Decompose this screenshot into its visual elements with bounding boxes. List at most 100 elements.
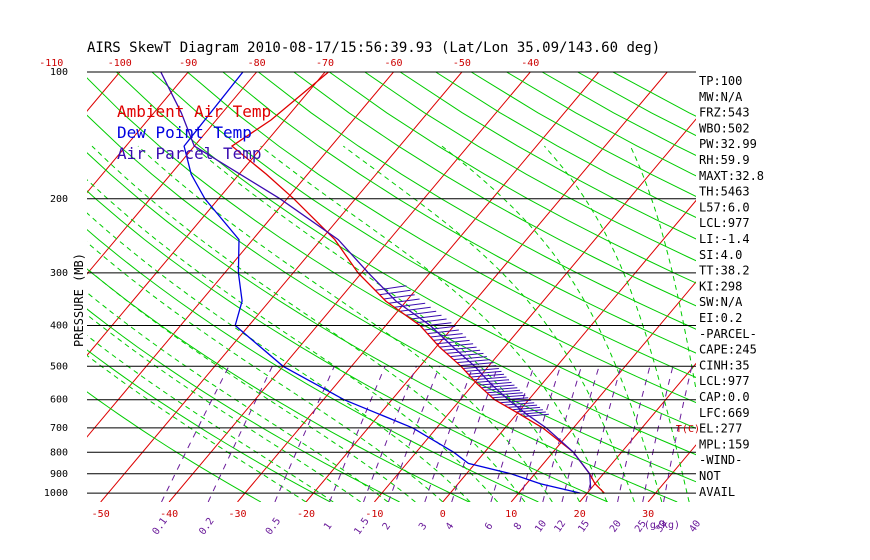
dry-adiabat-line <box>151 72 696 404</box>
index-item: SW:N/A <box>699 295 743 309</box>
top-temperature-axis: -120-110-100-90-80-70-60-50-40 <box>39 58 539 69</box>
cape-hatch-line <box>416 318 447 324</box>
cape-hatch-line <box>436 339 470 345</box>
isotherm-line <box>87 72 189 194</box>
cape-hatch-line <box>507 404 538 408</box>
top-temp-tick-label: -50 <box>453 58 471 69</box>
cape-hatch-line <box>410 314 442 320</box>
top-temp-tick-label: -100 <box>108 58 132 69</box>
index-item: EL:277 <box>699 422 742 436</box>
mixing-ratio-line <box>161 366 230 502</box>
y-axis-label: PRESSURE (MB) <box>72 253 86 347</box>
moist-adiabat-line <box>91 145 526 502</box>
isotherm-line <box>168 72 531 502</box>
pressure-tick-label: 300 <box>50 268 68 279</box>
mixing-ratio-label: 0.5 <box>264 516 283 537</box>
bottom-temp-tick-label: -20 <box>297 509 315 520</box>
pressure-axis: 100 200 300 400 500 600 700 800 900 1000 <box>44 67 68 499</box>
dry-adiabat-line <box>87 77 696 456</box>
top-temp-tick-label: -110 <box>39 58 63 69</box>
mixing-ratio-unit: (g/kg) <box>644 520 680 531</box>
index-item: MPL:159 <box>699 437 750 451</box>
dry-adiabat-line <box>293 72 696 307</box>
cape-hatch-line <box>405 310 437 316</box>
cape-hatch-line <box>443 346 477 351</box>
pressure-tick-label: 800 <box>50 447 68 458</box>
mixing-ratio-line <box>490 366 535 502</box>
index-item: PW:32.99 <box>699 137 757 151</box>
pressure-tick-label: 400 <box>50 321 68 332</box>
cape-hatch-line <box>499 399 532 404</box>
index-item: TT:38.2 <box>699 264 750 278</box>
cape-hatch-line <box>383 294 415 300</box>
dry-adiabat-line <box>329 72 696 284</box>
series-line-air-parcel-temp <box>160 72 592 489</box>
dry-adiabat-line <box>87 152 678 502</box>
cape-hatch-line <box>439 343 474 348</box>
pressure-tick-label: 1000 <box>44 488 68 499</box>
index-item: CAPE:245 <box>699 343 757 357</box>
index-item: WBO:502 <box>699 121 750 135</box>
mixing-ratio-line <box>207 366 273 502</box>
mixing-ratio-label: 8 <box>512 521 524 532</box>
cape-hatch-line <box>475 379 510 383</box>
cape-hatch-line <box>446 349 481 354</box>
cape-hatch-line <box>519 411 546 415</box>
index-item: -PARCEL- <box>699 327 757 341</box>
pressure-tick-label: 900 <box>50 469 68 480</box>
cape-hatch-line <box>468 370 502 375</box>
index-item: KI:298 <box>699 279 742 293</box>
cape-hatch-line <box>450 352 484 358</box>
index-item: TP:100 <box>699 74 742 88</box>
cape-hatch-line <box>465 368 499 372</box>
dry-adiabat-line <box>87 228 539 502</box>
dry-adiabat-line <box>364 72 696 262</box>
index-item: FRZ:543 <box>699 106 750 120</box>
dry-adiabat-line <box>506 72 696 177</box>
bottom-temp-tick-label: -10 <box>365 509 383 520</box>
index-item: LCL:977 <box>699 216 750 230</box>
cape-hatch-line <box>481 384 515 389</box>
index-item: MAXT:32.8 <box>699 169 764 183</box>
mixing-ratio-line <box>663 366 693 502</box>
cape-hatch-line <box>430 333 463 338</box>
mixing-ratio-line <box>451 366 499 502</box>
pressure-tick-label: 500 <box>50 361 68 372</box>
mixing-ratio-line <box>329 366 386 502</box>
dry-adiabat-line <box>258 72 696 330</box>
chart-title: AIRS SkewT Diagram 2010-08-17/15:56:39.9… <box>87 40 660 56</box>
index-item: SI:4.0 <box>699 248 742 262</box>
mixing-ratio-label: 2 <box>381 521 393 532</box>
mixing-ratio-line <box>585 366 622 502</box>
cape-hatch-line <box>503 402 535 406</box>
bottom-temp-tick-label: 20 <box>574 509 586 520</box>
cape-hatch-line <box>515 409 543 413</box>
mixing-ratio-label: 12 <box>552 518 568 534</box>
index-item: LCL:977 <box>699 374 750 388</box>
cape-hatch-line <box>492 394 526 399</box>
pressure-tick-label: 200 <box>50 194 68 205</box>
cape-hatch-line <box>523 413 549 417</box>
dry-adiabat-line <box>222 72 696 354</box>
cape-hatch-line <box>487 389 521 394</box>
index-item: L57:6.0 <box>699 200 750 214</box>
series-line-dew-point-temp <box>183 72 581 494</box>
mixing-ratio-label: 0.2 <box>197 516 216 537</box>
dry-adiabat-line <box>399 72 696 240</box>
index-item: CINH:35 <box>699 358 750 372</box>
legend-entry: Ambient Air Temp <box>117 102 271 121</box>
index-item: -WIND- <box>699 453 742 467</box>
cape-hatch-line <box>478 381 512 386</box>
isotherm-line <box>785 72 870 502</box>
index-item: LFC:669 <box>699 406 750 420</box>
isotherm-line <box>100 72 463 502</box>
top-temp-tick-label: -70 <box>316 58 334 69</box>
bottom-temp-tick-label: -30 <box>228 509 246 520</box>
isotherm-line <box>87 72 394 438</box>
mixing-ratio-line <box>363 366 417 502</box>
cape-hatch-line <box>484 387 518 391</box>
mixing-ratio-line <box>519 366 561 502</box>
top-temp-tick-label: -80 <box>248 58 266 69</box>
